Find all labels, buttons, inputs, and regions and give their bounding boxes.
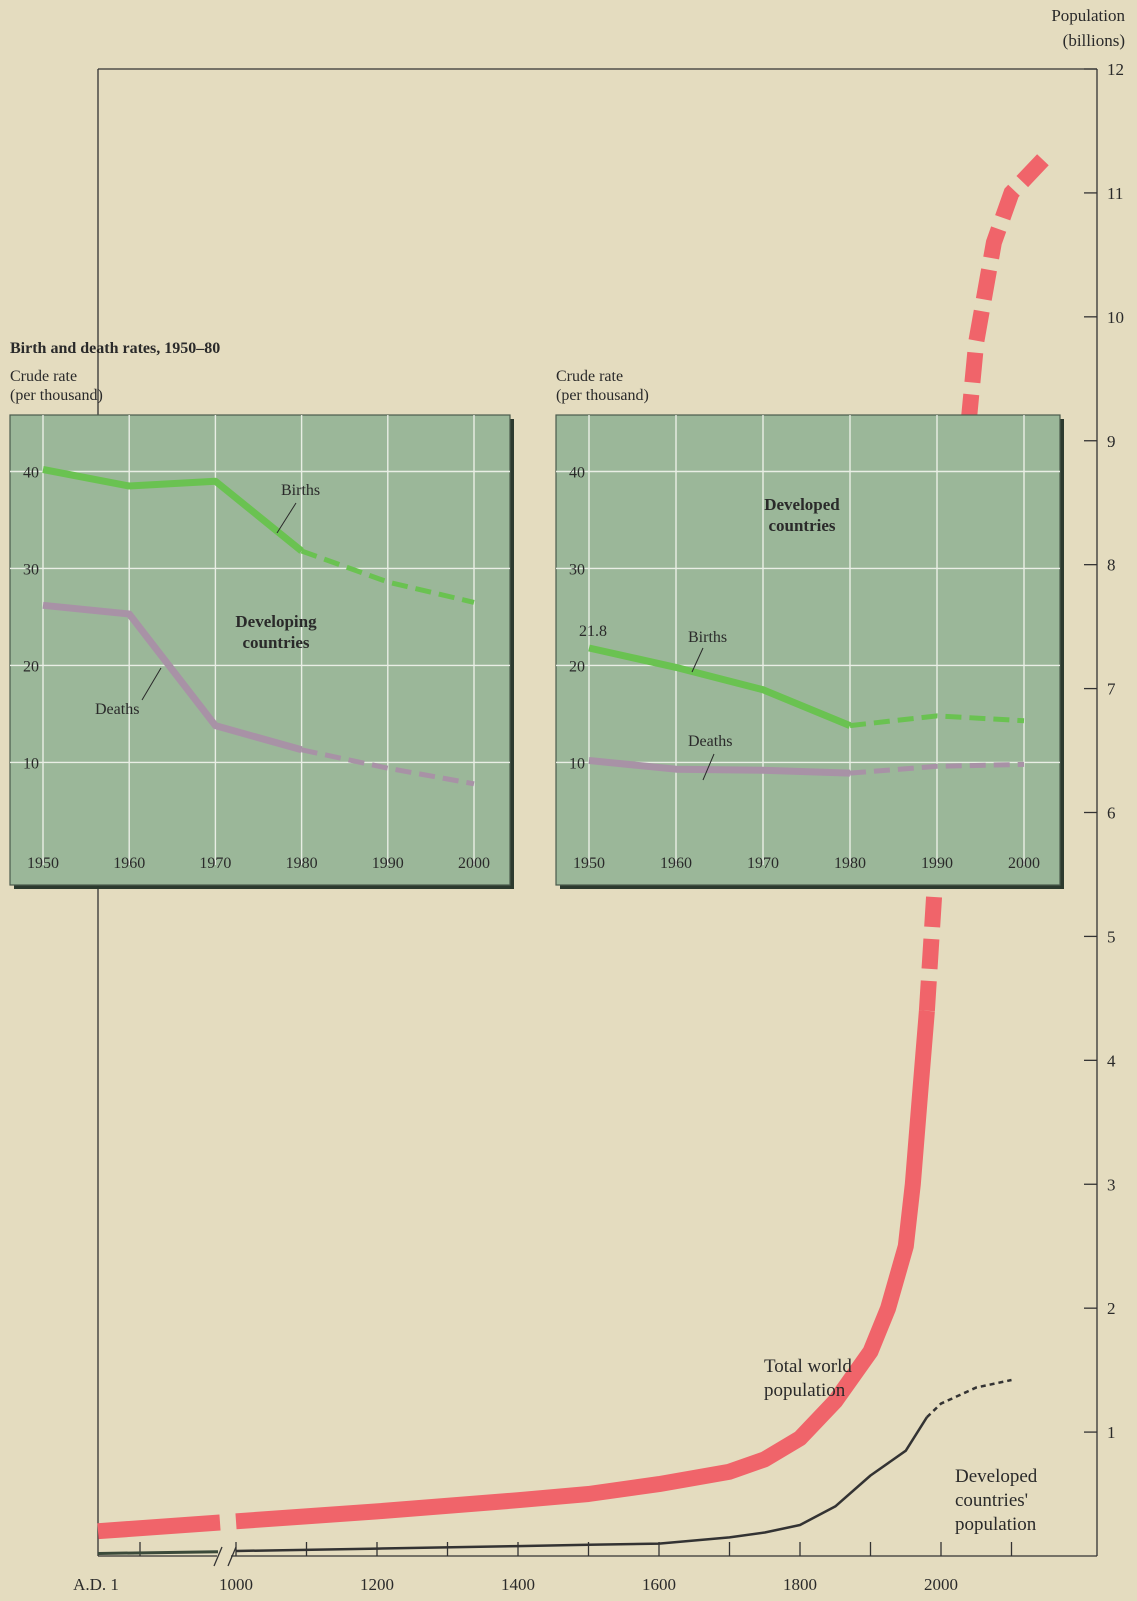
- inset-annotation: Developed: [764, 495, 840, 514]
- y-tick-label: 1: [1107, 1423, 1116, 1442]
- axis-break-mark: [227, 1546, 237, 1567]
- births-leader-line: [276, 502, 297, 534]
- inset-x-tick-label: 2000: [1008, 855, 1040, 872]
- x-tick-label: 1200: [360, 1575, 394, 1594]
- inset-y-axis-title: Crude rate: [10, 368, 77, 385]
- y-tick-label: 12: [1107, 60, 1124, 79]
- inset-title: Birth and death rates, 1950–80: [10, 340, 220, 357]
- y-tick-label: 5: [1107, 927, 1116, 946]
- births-line-projected: [300, 548, 475, 605]
- developed-pop-label: Developed: [955, 1466, 1038, 1487]
- developed-pop-line-projected: [926, 1378, 1012, 1419]
- births-line-projected: [849, 713, 1025, 729]
- y-tick-label: 3: [1107, 1175, 1116, 1194]
- inset-annotation: countries: [242, 633, 309, 652]
- y-tick-label: 11: [1107, 184, 1123, 203]
- deaths-leader-line: [702, 753, 715, 781]
- inset-x-tick-label: 1990: [921, 855, 953, 872]
- inset-y-tick-label: 30: [569, 561, 585, 578]
- inset-annotation: countries: [768, 516, 835, 535]
- inset-y-tick-label: 10: [23, 755, 39, 772]
- x-tick-label: 1400: [501, 1575, 535, 1594]
- deaths-label: Deaths: [688, 733, 732, 750]
- inset-y-tick-label: 40: [569, 464, 585, 481]
- y-tick-label: 6: [1107, 804, 1116, 823]
- births-line-historical: [588, 644, 852, 729]
- y-tick-label: 2: [1107, 1299, 1116, 1318]
- x-tick-label: 1600: [642, 1575, 676, 1594]
- developed-pop-label: countries': [955, 1490, 1028, 1511]
- total-pop-label: Total world: [764, 1356, 852, 1377]
- y-axis-title-units: (billions): [1063, 31, 1125, 50]
- developed-pop-label: population: [955, 1514, 1037, 1535]
- inset-x-tick-label: 1960: [113, 855, 145, 872]
- y-axis-title: Population: [1051, 6, 1125, 25]
- x-tick-label: 1000: [219, 1575, 253, 1594]
- total-pop-line-ancient: [97, 1514, 221, 1540]
- developed-pop-line-historical: [235, 1416, 928, 1553]
- births-label: Births: [281, 482, 320, 499]
- inset-x-tick-label: 1950: [573, 855, 605, 872]
- births-leader-line: [691, 647, 704, 673]
- inset-x-tick-label: 1990: [372, 855, 404, 872]
- inset-y-axis-title: Crude rate: [556, 368, 623, 385]
- births-label: Births: [688, 629, 727, 646]
- x-tick-label: 2000: [924, 1575, 958, 1594]
- axis-break-mark: [213, 1546, 223, 1567]
- x-tick-label: 1800: [783, 1575, 817, 1594]
- inset-x-tick-label: 1960: [660, 855, 692, 872]
- deaths-line-historical: [42, 601, 303, 754]
- inset-annotation: Developing: [235, 612, 317, 631]
- inset-panel: [9, 414, 511, 886]
- inset-x-tick-label: 1950: [27, 855, 59, 872]
- total-pop-label: population: [764, 1380, 846, 1401]
- y-tick-label: 10: [1107, 308, 1124, 327]
- inset-x-tick-label: 1970: [747, 855, 779, 872]
- y-tick-label: 8: [1107, 556, 1116, 575]
- births-line-historical: [42, 466, 304, 554]
- inset-panel: [555, 414, 1061, 886]
- inset-x-tick-label: 1980: [286, 855, 318, 872]
- inset-y-tick-label: 20: [569, 658, 585, 675]
- deaths-line-projected: [301, 747, 475, 787]
- y-tick-label: 7: [1107, 680, 1116, 699]
- deaths-label: Deaths: [95, 701, 139, 718]
- inset-y-tick-label: 40: [23, 464, 39, 481]
- inset-y-tick-label: 30: [23, 561, 39, 578]
- inset-y-tick-label: 10: [569, 755, 585, 772]
- deaths-line-projected: [849, 761, 1025, 776]
- inset-x-tick-label: 1980: [834, 855, 866, 872]
- inset-x-tick-label: 1970: [199, 855, 231, 872]
- deaths-leader-line: [141, 667, 162, 701]
- x-tick-label: A.D. 1: [73, 1575, 119, 1594]
- inset-y-tick-label: 20: [23, 658, 39, 675]
- inset-x-tick-label: 2000: [458, 855, 490, 872]
- births-1950-value-label: 21.8: [579, 623, 607, 640]
- deaths-line-historical: [588, 757, 851, 777]
- y-tick-label: 9: [1107, 432, 1116, 451]
- inset-y-axis-title-units: (per thousand): [10, 387, 103, 404]
- inset-y-axis-title-units: (per thousand): [556, 387, 649, 404]
- developed-pop-line-ancient: [97, 1550, 219, 1555]
- total-pop-line-historical: [235, 1010, 935, 1530]
- y-tick-label: 4: [1107, 1051, 1116, 1070]
